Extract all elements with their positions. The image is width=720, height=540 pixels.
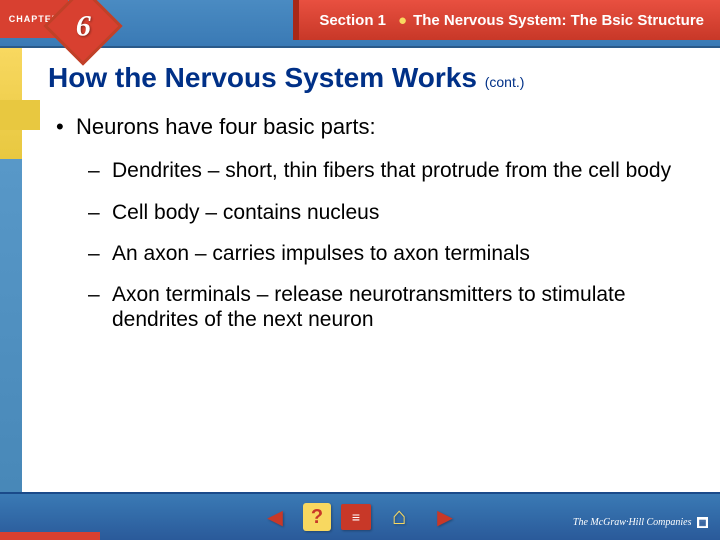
page-title: How the Nervous System Works (cont.) [48,62,700,94]
prev-button[interactable]: ◄ [257,501,293,533]
section-bullet-icon: ● [398,12,407,29]
section-title: The Nervous System: The Bsic Structure [413,12,704,29]
bullet-item: Neurons have four basic parts: [52,114,696,140]
footer-red-accent [0,532,100,540]
publisher-text: The McGraw·Hill Companies [573,517,692,528]
bullet-item: Axon terminals – release neurotransmitte… [88,282,700,332]
publisher-logo-icon: ▦ [697,517,708,528]
page-title-suffix: (cont.) [485,74,525,90]
help-button[interactable]: ? [303,503,331,531]
contents-button[interactable]: ≡ [341,504,371,530]
page-title-text: How the Nervous System Works [48,62,477,93]
chapter-number: 6 [76,9,91,43]
publisher-credit: The McGraw·Hill Companies ▦ [573,517,708,528]
slide-footer: ◄ ? ≡ ⌂ ► The McGraw·Hill Companies ▦ [0,492,720,540]
nav-icon-group: ◄ ? ≡ ⌂ ► [257,501,463,533]
section-bar: Section 1 ● The Nervous System: The Bsic… [293,0,720,40]
next-button[interactable]: ► [427,501,463,533]
slide-content: How the Nervous System Works (cont.) Neu… [48,62,700,490]
left-accent-block [0,100,40,130]
slide-header: CHAPTER 6 Section 1 ● The Nervous System… [0,0,720,48]
bullet-item: Cell body – contains nucleus [88,200,700,225]
bullet-item: An axon – carries impulses to axon termi… [88,241,700,266]
home-button[interactable]: ⌂ [381,501,417,533]
section-label: Section 1 [319,12,386,29]
bullet-item: Dendrites – short, thin fibers that prot… [88,158,700,183]
